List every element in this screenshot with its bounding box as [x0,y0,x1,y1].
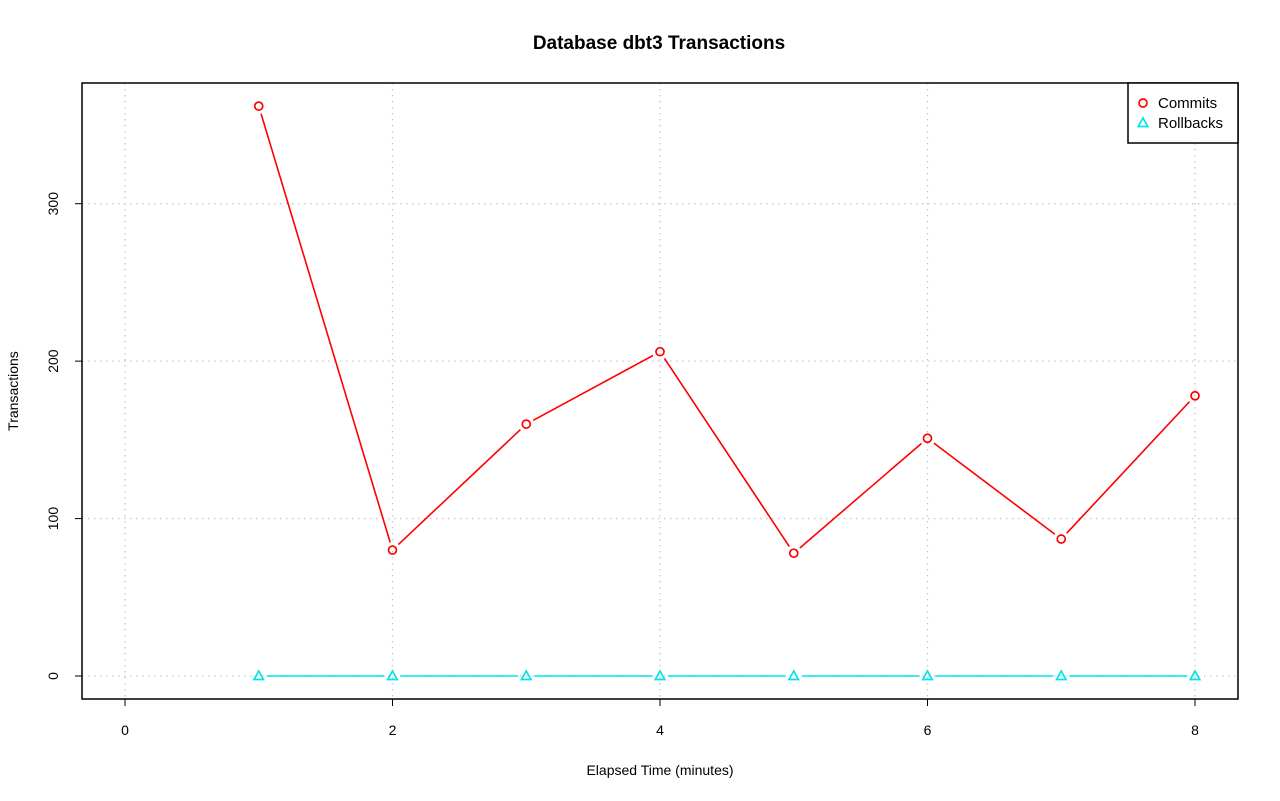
x-tick-label: 8 [1191,722,1199,738]
series-line-segment [260,113,391,543]
legend-label: Commits [1158,95,1217,112]
data-point [655,346,665,357]
legend-entry-commits: Commits [1138,95,1217,112]
y-tick-label: 0 [45,672,61,680]
legend-box [1127,82,1239,144]
data-point [787,669,800,681]
series-rollbacks [252,669,1202,681]
data-point [521,419,532,429]
x-axis: 0 2 4 6 8 [121,699,1199,738]
y-tick-label: 100 [45,507,61,531]
series-line-segment [532,354,654,422]
x-axis-label: Elapsed Time (minutes) [586,762,733,778]
data-point [386,669,399,681]
chart-title: Database dbt3 Transactions [533,33,785,54]
data-point [653,669,667,681]
x-tick-label: 6 [924,722,932,738]
series-line-segment [799,442,922,549]
y-axis: 0 100 200 300 [45,192,82,680]
series-line-segment [663,357,790,547]
data-point [1056,534,1067,544]
y-tick-label: 300 [45,192,61,216]
series-line-segment [1066,401,1191,534]
data-point [788,548,799,559]
legend-marker [1136,116,1150,128]
y-axis-label: Transactions [5,351,21,431]
data-point [520,669,533,681]
data-point [1055,669,1068,681]
data-point [921,669,934,681]
series-commits [253,101,1200,559]
series-line-segment [933,442,1056,535]
legend-label: Rollbacks [1158,115,1223,132]
legend-marker [1138,98,1148,108]
data-point [387,545,398,555]
data-point [1190,390,1200,401]
legend-entry-rollbacks: Rollbacks [1136,115,1223,132]
data-point [1188,669,1202,681]
data-point [252,669,265,681]
series-line-segment [397,429,521,546]
data-point [922,433,933,444]
legend: Commits Rollbacks [1127,82,1239,144]
data-point [253,101,264,111]
x-tick-label: 4 [656,722,664,738]
plot-frame [81,82,1239,700]
series-layer [252,101,1202,681]
x-tick-label: 0 [121,722,129,738]
x-tick-label: 2 [389,722,397,738]
y-tick-label: 200 [45,349,61,373]
